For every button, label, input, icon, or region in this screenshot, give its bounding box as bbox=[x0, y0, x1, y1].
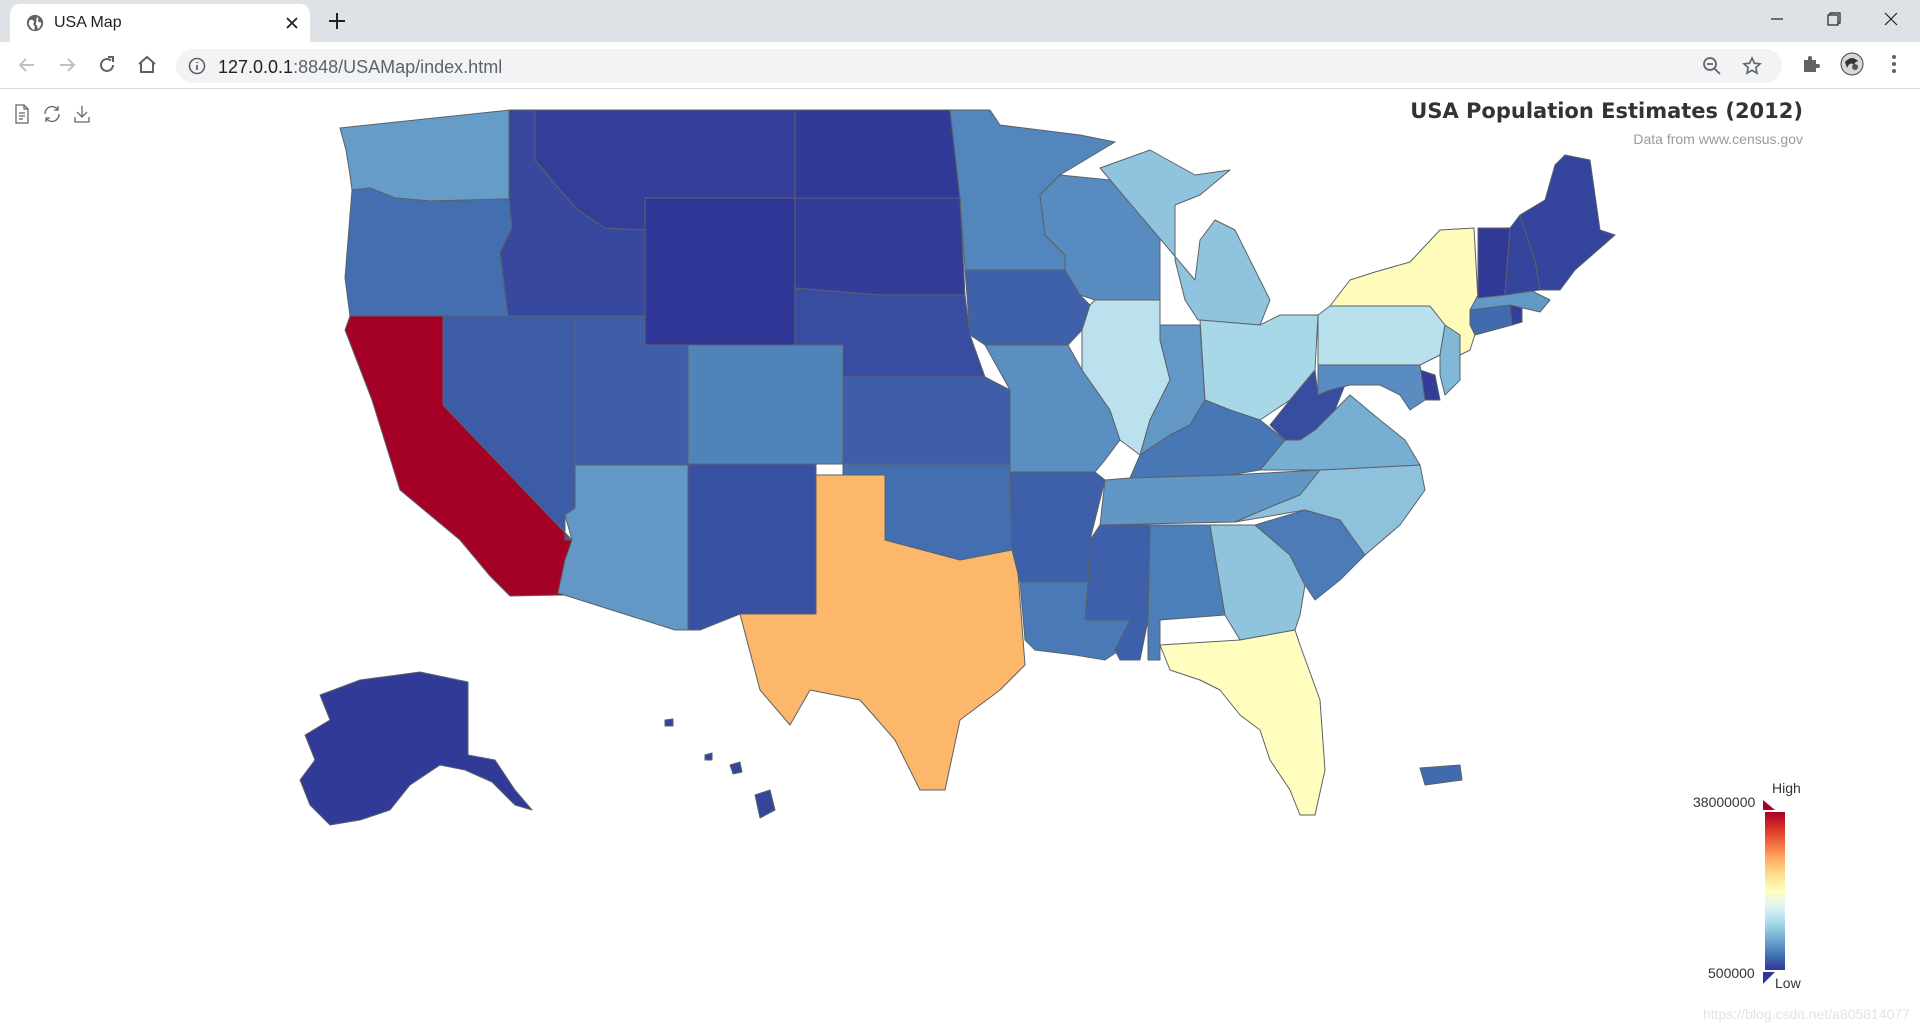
state-north-dakota[interactable] bbox=[794, 109, 961, 199]
browser-tab[interactable]: USA Map bbox=[10, 4, 310, 42]
state-oregon[interactable] bbox=[344, 187, 513, 317]
state-kansas[interactable] bbox=[842, 376, 1011, 465]
info-icon[interactable] bbox=[188, 57, 206, 75]
legend-max-value: 38000000 bbox=[1693, 794, 1756, 810]
legend-high-handle[interactable] bbox=[1763, 800, 1775, 810]
home-icon[interactable] bbox=[134, 52, 160, 78]
globe-icon bbox=[26, 14, 44, 32]
state-maine[interactable] bbox=[1519, 154, 1616, 291]
tab-strip: USA Map bbox=[0, 0, 1920, 42]
state-wyoming[interactable] bbox=[644, 197, 796, 346]
map-title: USA Population Estimates (2012) bbox=[1410, 99, 1803, 123]
url-text[interactable]: 127.0.0.1:8848/USAMap/index.html bbox=[218, 57, 503, 77]
map-subtitle[interactable]: Data from www.census.gov bbox=[1633, 131, 1803, 147]
state-new-mexico[interactable] bbox=[687, 463, 817, 631]
forward-arrow-icon[interactable] bbox=[54, 52, 80, 78]
state-colorado[interactable] bbox=[687, 344, 844, 465]
state-north-carolina[interactable] bbox=[1234, 464, 1426, 556]
state-florida[interactable] bbox=[1159, 629, 1326, 816]
state-new-jersey[interactable] bbox=[1439, 324, 1461, 396]
state-arizona[interactable] bbox=[557, 464, 689, 631]
state-hawaii[interactable] bbox=[664, 718, 776, 819]
close-window-icon[interactable] bbox=[1878, 8, 1904, 30]
restore-icon[interactable] bbox=[42, 103, 62, 125]
state-washington[interactable] bbox=[339, 109, 511, 202]
legend-min-value: 500000 bbox=[1708, 965, 1755, 981]
minimize-icon[interactable] bbox=[1764, 8, 1790, 30]
state-pennsylvania[interactable] bbox=[1317, 305, 1446, 366]
tab-title: USA Map bbox=[54, 14, 122, 31]
extensions-puzzle-icon[interactable] bbox=[1800, 52, 1824, 76]
save-image-icon[interactable] bbox=[72, 103, 92, 125]
state-michigan[interactable] bbox=[1099, 149, 1271, 326]
browser-toolbar: 127.0.0.1:8848/USAMap/index.html bbox=[0, 42, 1920, 89]
state-rhode-island[interactable] bbox=[1509, 304, 1523, 326]
profile-avatar-icon[interactable] bbox=[1840, 52, 1864, 76]
back-arrow-icon[interactable] bbox=[14, 52, 40, 78]
new-tab-icon[interactable] bbox=[326, 10, 348, 32]
map-page: USA Population Estimates (2012) Data fro… bbox=[0, 89, 1920, 1028]
menu-kebab-icon[interactable] bbox=[1882, 52, 1906, 76]
restore-window-icon[interactable] bbox=[1820, 8, 1846, 30]
legend-low-handle[interactable] bbox=[1763, 972, 1775, 984]
state-maryland[interactable] bbox=[1317, 364, 1426, 411]
legend-low-label: Low bbox=[1775, 975, 1801, 991]
address-bar[interactable]: 127.0.0.1:8848/USAMap/index.html bbox=[176, 49, 1782, 83]
usa-choropleth-map[interactable] bbox=[0, 89, 1920, 1028]
watermark: https://blog.csdn.net/a805814077 bbox=[1702, 1006, 1910, 1022]
legend-high-label: High bbox=[1772, 780, 1801, 796]
legend-gradient-bar[interactable] bbox=[1765, 812, 1785, 970]
state-alaska[interactable] bbox=[299, 671, 533, 826]
state-puerto-rico[interactable] bbox=[1419, 764, 1463, 786]
close-icon[interactable] bbox=[282, 13, 302, 33]
bookmark-star-icon[interactable] bbox=[1742, 56, 1762, 76]
state-south-dakota[interactable] bbox=[794, 197, 966, 296]
state-texas[interactable] bbox=[739, 474, 1026, 791]
zoom-out-icon[interactable] bbox=[1702, 56, 1722, 76]
data-view-icon[interactable] bbox=[12, 103, 32, 125]
reload-icon[interactable] bbox=[94, 52, 120, 78]
